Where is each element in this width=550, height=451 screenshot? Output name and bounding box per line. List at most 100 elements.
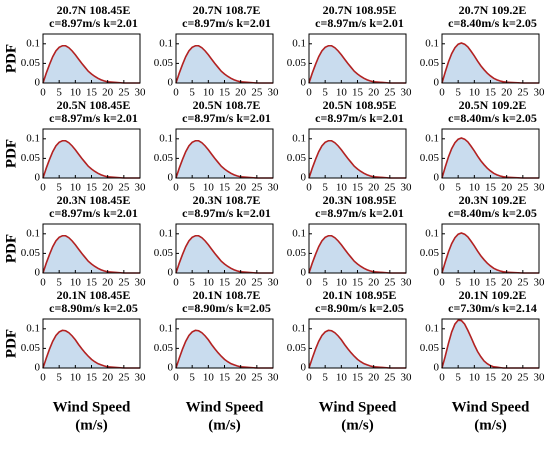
x-tick-label: 10 <box>469 372 481 384</box>
y-tick-label: 0.05 <box>154 342 174 354</box>
chart-subtitle: c=7.30m/s k=2.14 <box>448 301 537 315</box>
x-tick-label: 15 <box>86 182 98 194</box>
x-tick-label: 30 <box>135 277 147 289</box>
chart-subtitle: c=8.97m/s k=2.01 <box>315 206 404 220</box>
area-fill <box>309 330 406 368</box>
chart-subtitle: c=8.97m/s k=2.01 <box>182 206 271 220</box>
x-tick-label: 30 <box>135 87 147 99</box>
chart-title: 20.1N 108.7E <box>193 288 261 302</box>
chart-title: 20.7N 108.45E <box>57 3 131 17</box>
chart-subtitle: c=8.97m/s k=2.01 <box>49 206 138 220</box>
x-tick-label: 30 <box>534 182 546 194</box>
y-axis-label: PDF <box>3 44 19 73</box>
x-tick-label: 0 <box>439 182 445 194</box>
x-tick-label: 20 <box>368 87 380 99</box>
pdf-curve <box>42 44 140 84</box>
x-tick-label: 15 <box>485 87 497 99</box>
x-tick-label: 25 <box>251 87 263 99</box>
pdf-curve <box>308 329 406 369</box>
x-tick-label: 10 <box>70 182 82 194</box>
area-fill <box>442 43 539 83</box>
chart-subtitle: c=8.97m/s k=2.01 <box>49 16 138 30</box>
y-tick-label: 0.1 <box>425 322 439 334</box>
x-tick-label: 30 <box>135 372 147 384</box>
pdf-curve <box>308 139 406 179</box>
x-tick-label: 20 <box>501 277 513 289</box>
x-tick-label: 30 <box>534 372 546 384</box>
y-tick-label: 0.05 <box>21 152 41 164</box>
area-fill <box>43 140 140 178</box>
x-tick-label: 15 <box>219 182 231 194</box>
chart-subtitle: c=8.90m/s k=2.05 <box>182 301 271 315</box>
x-tick-label: 20 <box>235 87 247 99</box>
y-tick-label: 0 <box>434 172 440 184</box>
x-tick-label: 25 <box>118 182 130 194</box>
x-tick-label: 20 <box>102 87 114 99</box>
x-tick-label: 10 <box>469 87 481 99</box>
x-tick-label: 30 <box>268 277 280 289</box>
x-tick-label: 10 <box>336 277 348 289</box>
y-axis-label: PDF <box>3 139 19 168</box>
y-tick-label: 0.05 <box>420 152 440 164</box>
area-fill <box>442 138 539 178</box>
area-fill <box>43 45 140 83</box>
y-tick-label: 0.05 <box>21 247 41 259</box>
area-fill <box>309 235 406 273</box>
x-tick-label: 5 <box>189 277 195 289</box>
y-tick-label: 0.05 <box>154 152 174 164</box>
y-tick-label: 0 <box>301 267 307 279</box>
y-tick-label: 0 <box>168 362 174 374</box>
y-tick-label: 0 <box>168 77 174 89</box>
area-fill <box>176 45 273 83</box>
y-tick-label: 0.1 <box>425 132 439 144</box>
y-tick-label: 0.1 <box>425 227 439 239</box>
area-fill <box>43 235 140 273</box>
x-tick-label: 15 <box>485 277 497 289</box>
y-tick-label: 0.05 <box>154 57 174 69</box>
y-tick-label: 0.1 <box>26 132 40 144</box>
x-tick-label: 15 <box>86 87 98 99</box>
area-fill <box>43 330 140 368</box>
x-tick-label: 20 <box>235 182 247 194</box>
x-tick-label: 5 <box>56 182 62 194</box>
pdf-curve <box>308 234 406 274</box>
x-tick-label: 20 <box>368 277 380 289</box>
chart-title: 20.3N 109.2E <box>459 193 527 207</box>
x-tick-label: 20 <box>102 277 114 289</box>
x-tick-label: 5 <box>189 372 195 384</box>
y-tick-label: 0.1 <box>292 132 306 144</box>
x-tick-label: 20 <box>368 182 380 194</box>
x-tick-label: 5 <box>322 372 328 384</box>
x-tick-label: 10 <box>70 87 82 99</box>
y-tick-label: 0.05 <box>21 342 41 354</box>
y-tick-label: 0.1 <box>292 322 306 334</box>
x-tick-label: 15 <box>219 87 231 99</box>
chart-subtitle: c=8.97m/s k=2.01 <box>182 16 271 30</box>
x-tick-label: 10 <box>70 277 82 289</box>
y-tick-label: 0 <box>168 172 174 184</box>
y-tick-label: 0.05 <box>287 342 307 354</box>
y-tick-label: 0 <box>301 77 307 89</box>
y-tick-label: 0 <box>168 267 174 279</box>
x-axis-label: Wind Speed <box>319 399 397 415</box>
y-tick-label: 0 <box>434 362 440 374</box>
x-tick-label: 0 <box>306 372 312 384</box>
pdf-curve <box>175 44 273 84</box>
x-tick-label: 10 <box>469 277 481 289</box>
x-tick-label: 5 <box>322 277 328 289</box>
x-tick-label: 25 <box>251 372 263 384</box>
area-fill <box>442 320 539 368</box>
chart-title: 20.7N 108.7E <box>193 3 261 17</box>
y-tick-label: 0.05 <box>420 247 440 259</box>
y-tick-label: 0.1 <box>26 322 40 334</box>
pdf-curve <box>42 234 140 274</box>
x-tick-label: 5 <box>56 87 62 99</box>
x-axis-label: Wind Speed <box>186 399 264 415</box>
x-axis-unit: (m/s) <box>208 417 241 433</box>
chart-title: 20.5N 108.45E <box>57 98 131 112</box>
x-tick-label: 20 <box>235 372 247 384</box>
y-tick-label: 0 <box>434 267 440 279</box>
x-tick-label: 30 <box>401 372 413 384</box>
y-tick-label: 0.05 <box>287 247 307 259</box>
